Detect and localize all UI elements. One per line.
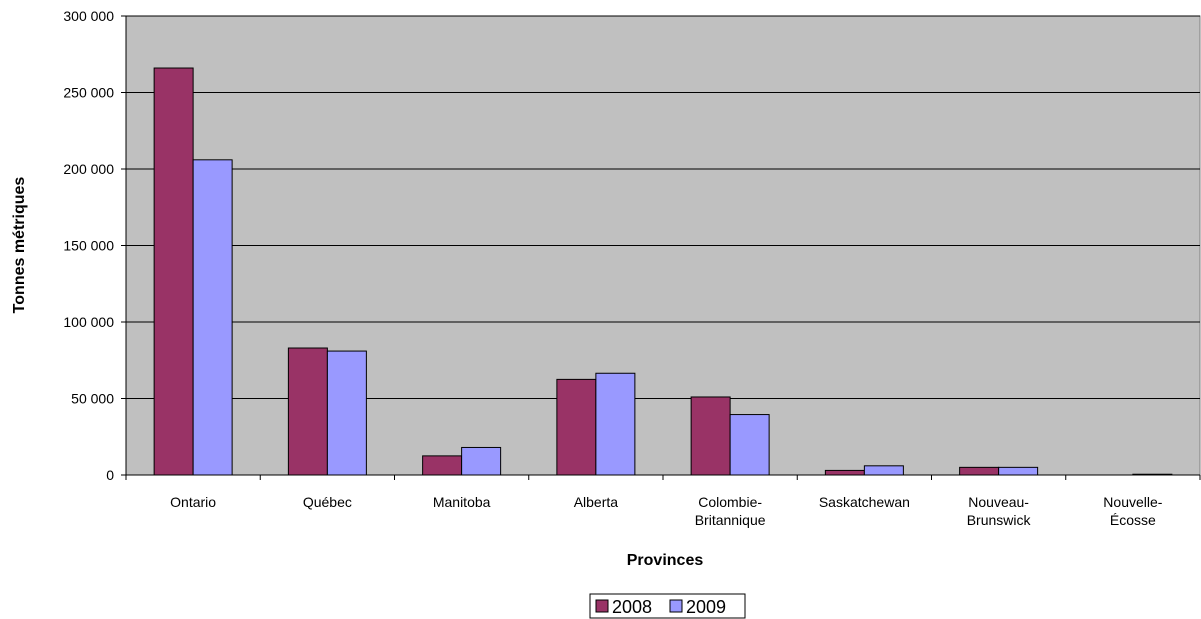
y-axis-title: Tonnes métriques (11, 177, 28, 314)
legend-swatch (669, 599, 683, 613)
bar-2009 (192, 159, 233, 476)
x-tick-label: Nouvelle-Écosse (1103, 494, 1162, 528)
bar-2009 (326, 350, 367, 476)
legend: 2008 2009 (589, 593, 746, 619)
y-tick-label: 0 (106, 467, 114, 483)
x-axis-ticks: Ontario Québec Manitoba Alberta Colombie-Bri… (125, 475, 1201, 528)
y-tick-label: 50 000 (71, 391, 114, 407)
x-tick-label: Québec (303, 494, 352, 510)
x-tick-label: Colombie-Britannique (695, 494, 766, 528)
bar-2008 (824, 469, 865, 476)
bar-2008 (287, 347, 328, 476)
y-tick-label: 250 000 (63, 85, 114, 101)
legend-box (589, 593, 746, 619)
x-tick-label: Nouveau-Brunswick (967, 494, 1032, 528)
legend-label: 2009 (686, 597, 726, 617)
bar-2008 (422, 455, 463, 476)
bar-2008 (690, 396, 731, 476)
x-tick-label: Saskatchewan (819, 494, 910, 510)
y-tick-label: 300 000 (63, 8, 114, 24)
bars (153, 67, 1173, 476)
bar-2008 (959, 466, 1000, 476)
legend-label: 2008 (612, 597, 652, 617)
bar-2009 (998, 466, 1039, 476)
y-axis-ticks: 0 50 000 100 000 150 000 200 000 250 000 300 0… (63, 8, 126, 483)
bar-2009 (595, 372, 636, 476)
x-tick-label: Manitoba (433, 494, 491, 510)
y-tick-label: 100 000 (63, 314, 114, 330)
bar-2009 (461, 446, 502, 476)
y-tick-label: 200 000 (63, 161, 114, 177)
bar-2009 (863, 465, 904, 476)
x-axis-title: Provinces (627, 552, 704, 569)
bar-2008 (556, 378, 597, 476)
legend-swatch (595, 599, 609, 613)
bar-2008 (153, 67, 194, 476)
y-tick-label: 150 000 (63, 238, 114, 254)
bar-2009 (729, 414, 770, 476)
x-tick-label: Alberta (574, 494, 619, 510)
x-tick-label: Ontario (170, 494, 216, 510)
